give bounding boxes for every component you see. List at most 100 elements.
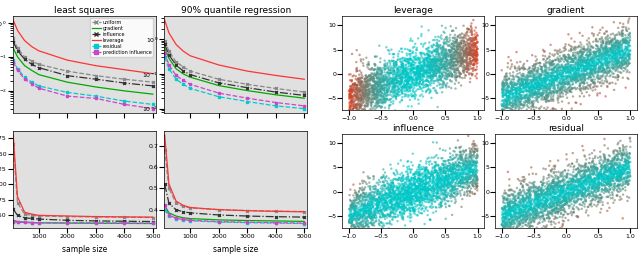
Point xyxy=(588,64,598,68)
Point xyxy=(542,93,552,97)
Point xyxy=(592,178,602,183)
Point xyxy=(517,219,527,223)
Point xyxy=(614,41,625,45)
Point xyxy=(520,211,531,215)
Point xyxy=(379,195,389,199)
Point xyxy=(433,182,443,186)
Point xyxy=(603,69,613,74)
Point xyxy=(422,190,433,194)
Point xyxy=(597,66,607,70)
Point xyxy=(360,198,371,202)
Point xyxy=(449,60,459,64)
Point xyxy=(585,55,595,59)
Point xyxy=(426,198,436,203)
Point xyxy=(579,56,589,61)
Point xyxy=(555,78,565,83)
Point xyxy=(580,178,591,182)
Point xyxy=(472,179,482,183)
Point xyxy=(614,60,625,64)
Point xyxy=(372,80,383,84)
Point xyxy=(393,85,403,89)
Point xyxy=(532,197,542,201)
Point xyxy=(569,207,579,211)
Point xyxy=(500,211,511,215)
Point xyxy=(412,66,422,70)
Point xyxy=(557,72,567,76)
Point xyxy=(619,152,629,156)
Point xyxy=(554,112,564,116)
Point xyxy=(405,201,415,205)
Point xyxy=(458,52,468,56)
Point xyxy=(541,96,551,100)
Point xyxy=(413,176,423,181)
Point xyxy=(429,69,440,74)
Point xyxy=(407,94,417,99)
Point xyxy=(550,77,561,81)
Point xyxy=(471,184,481,188)
Point xyxy=(456,161,467,165)
Point xyxy=(508,95,518,99)
Point xyxy=(451,49,461,53)
Point xyxy=(564,199,574,203)
Point xyxy=(423,190,433,194)
Point xyxy=(568,65,578,69)
Point xyxy=(447,48,457,52)
Point xyxy=(510,200,520,204)
Point xyxy=(451,75,461,79)
Point xyxy=(567,59,577,63)
Point xyxy=(360,203,370,208)
Point xyxy=(417,199,427,203)
Point xyxy=(421,68,431,73)
Point xyxy=(550,191,560,195)
Point xyxy=(500,235,511,239)
Point xyxy=(466,53,476,57)
Point xyxy=(532,83,542,88)
Point xyxy=(346,88,356,92)
Point xyxy=(403,82,413,86)
Point xyxy=(437,65,447,69)
Point xyxy=(502,221,512,226)
Point xyxy=(504,204,515,208)
Point xyxy=(399,92,410,96)
Point xyxy=(504,101,515,105)
Point xyxy=(580,210,591,215)
Point xyxy=(360,79,370,83)
Point xyxy=(378,78,388,82)
Point xyxy=(389,190,399,194)
Point xyxy=(610,59,620,63)
Point xyxy=(461,59,472,63)
Point xyxy=(600,52,610,56)
Point xyxy=(399,72,410,76)
Point xyxy=(403,191,413,195)
Point xyxy=(349,89,360,93)
Point xyxy=(424,68,435,72)
Point xyxy=(382,206,392,210)
Point xyxy=(506,121,516,125)
Point xyxy=(384,83,394,87)
Point xyxy=(500,87,511,91)
Point xyxy=(569,86,579,90)
Point xyxy=(349,199,360,204)
Point xyxy=(623,182,633,187)
Point xyxy=(364,211,374,215)
Point xyxy=(516,97,526,101)
Point xyxy=(383,77,394,81)
Point xyxy=(552,174,562,178)
Point xyxy=(465,38,475,42)
Point xyxy=(609,57,619,61)
Point xyxy=(571,172,581,177)
Point xyxy=(440,189,450,193)
Point xyxy=(552,202,563,206)
Point xyxy=(409,208,419,212)
Point xyxy=(368,86,378,90)
Point xyxy=(445,172,456,177)
Point xyxy=(520,220,530,224)
Point xyxy=(595,76,605,80)
Point xyxy=(540,196,550,200)
Point xyxy=(499,81,509,86)
Point xyxy=(454,45,465,49)
Point xyxy=(531,217,541,221)
Point xyxy=(508,105,518,110)
Point xyxy=(403,104,413,108)
Point xyxy=(538,79,548,83)
